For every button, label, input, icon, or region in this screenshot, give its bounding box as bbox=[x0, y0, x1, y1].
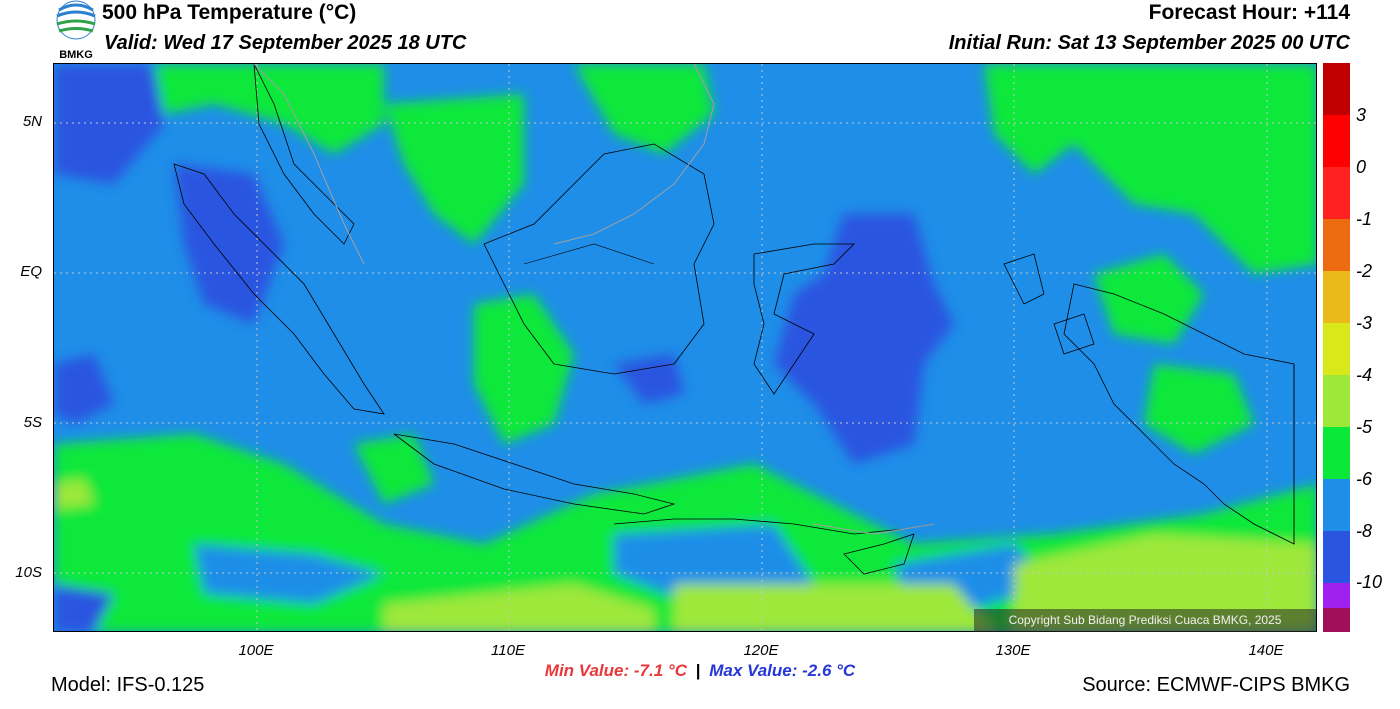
valid-time: Valid: Wed 17 September 2025 18 UTC bbox=[104, 32, 467, 54]
colorbar-swatch bbox=[1323, 323, 1350, 375]
lat-label-eq: EQ bbox=[20, 263, 42, 280]
bmkg-logo-icon: BMKG bbox=[56, 0, 96, 61]
colorbar-label: -4 bbox=[1356, 365, 1373, 385]
min-max-values: Min Value: -7.1 °C | Max Value: -2.6 °C bbox=[0, 661, 1400, 681]
colorbar-swatch bbox=[1323, 115, 1350, 167]
colorbar bbox=[1323, 63, 1350, 632]
colorbar-label: -1 bbox=[1356, 209, 1373, 229]
copyright-notice: Copyright Sub Bidang Prediksi Cuaca BMKG… bbox=[974, 609, 1316, 632]
lon-label-140e: 140E bbox=[1248, 642, 1284, 659]
colorbar-swatch bbox=[1323, 583, 1350, 608]
colorbar-swatch bbox=[1323, 219, 1350, 271]
map-title: 500 hPa Temperature (°C) bbox=[102, 1, 357, 24]
colorbar-swatch bbox=[1323, 427, 1350, 479]
colorbar-swatch bbox=[1323, 479, 1350, 531]
colorbar-label: -2 bbox=[1356, 261, 1373, 281]
temperature-field bbox=[54, 64, 1316, 631]
coastlines bbox=[173, 64, 1295, 575]
data-source: Source: ECMWF-CIPS BMKG bbox=[1082, 674, 1350, 696]
colorbar-label: -10 bbox=[1356, 572, 1383, 592]
lon-label-120e: 120E bbox=[743, 642, 779, 659]
colorbar-label: -3 bbox=[1356, 313, 1373, 333]
colorbar-swatch bbox=[1323, 375, 1350, 427]
lon-label-110e: 110E bbox=[491, 642, 525, 659]
initial-run: Initial Run: Sat 13 September 2025 00 UT… bbox=[948, 32, 1350, 54]
max-value: Max Value: -2.6 °C bbox=[709, 661, 856, 680]
model-name: Model: IFS-0.125 bbox=[51, 674, 205, 696]
colorbar-swatch bbox=[1323, 608, 1350, 632]
lat-label-5n: 5N bbox=[22, 113, 42, 130]
lon-label-130e: 130E bbox=[995, 642, 1031, 659]
colorbar-swatch bbox=[1323, 271, 1350, 323]
min-value: Min Value: -7.1 °C bbox=[544, 661, 687, 680]
colorbar-label: -6 bbox=[1356, 469, 1373, 489]
lon-label-100e: 100E bbox=[238, 642, 274, 659]
colorbar-swatch bbox=[1323, 167, 1350, 219]
lat-label-5s: 5S bbox=[23, 414, 42, 431]
temperature-map bbox=[53, 63, 1317, 632]
forecast-hour: Forecast Hour: +114 bbox=[1148, 1, 1350, 24]
colorbar-label: -8 bbox=[1356, 521, 1373, 541]
grid-lines bbox=[54, 64, 1316, 631]
svg-text:BMKG: BMKG bbox=[59, 49, 93, 61]
min-max-separator: | bbox=[695, 661, 701, 680]
colorbar-swatch bbox=[1323, 531, 1350, 583]
colorbar-label: -5 bbox=[1356, 417, 1373, 437]
colorbar-label: 3 bbox=[1356, 105, 1367, 125]
lat-label-10s: 10S bbox=[15, 564, 42, 581]
colorbar-swatch bbox=[1323, 63, 1350, 115]
colorbar-label: 0 bbox=[1356, 157, 1367, 177]
